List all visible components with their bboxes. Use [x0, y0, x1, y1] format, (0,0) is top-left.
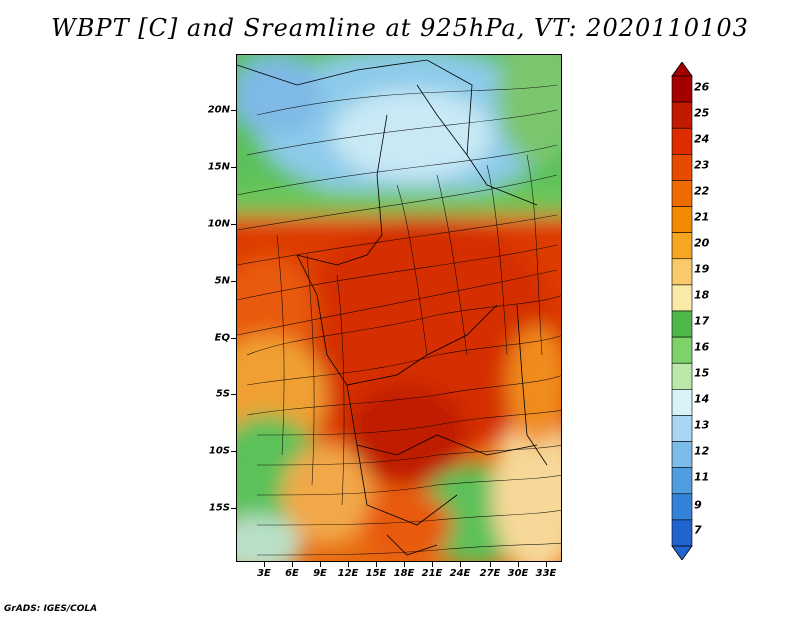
colorbar-swatch: [671, 467, 693, 495]
x-tick: [404, 562, 405, 567]
x-axis-label: 3E: [257, 568, 271, 579]
x-axis-label: 18E: [393, 568, 415, 579]
colorbar-label: 12: [694, 444, 710, 458]
x-tick: [518, 562, 519, 567]
y-tick: [231, 167, 236, 168]
colorbar-label: 23: [694, 158, 710, 172]
colorbar-swatch: [671, 75, 693, 103]
colorbar-label: 15: [694, 366, 710, 380]
colorbar-label: 20: [694, 236, 710, 250]
y-tick: [231, 394, 236, 395]
colorbar-label: 25: [694, 106, 710, 120]
x-tick: [348, 562, 349, 567]
y-axis-label: EQ: [214, 332, 230, 344]
y-tick: [231, 110, 236, 111]
colorbar-swatch: [671, 415, 693, 442]
colorbar-label: 17: [694, 314, 710, 328]
colorbar-label: 22: [694, 184, 710, 198]
y-axis-label: 10N: [207, 218, 230, 230]
colorbar-label: 21: [694, 210, 710, 224]
x-axis-label: 27E: [479, 568, 501, 579]
colorbar-label: 24: [694, 132, 710, 146]
y-axis-label: 5S: [215, 388, 230, 400]
colorbar-swatch: [671, 101, 693, 129]
colorbar-label: 13: [694, 418, 710, 432]
x-tick: [490, 562, 491, 567]
x-tick: [432, 562, 433, 567]
colorbar-label: 19: [694, 262, 710, 276]
colorbar-swatch: [671, 389, 693, 416]
map-title: WBPT [C] and Sreamline at 925hPa, VT: 20…: [51, 14, 749, 42]
colorbar-swatch: [671, 493, 693, 521]
y-tick: [231, 224, 236, 225]
grads-credit: GrADS: IGES/COLA: [4, 604, 98, 614]
colorbar-swatch: [671, 284, 693, 312]
colorbar-label: 18: [694, 288, 710, 302]
colorbar-swatch: [671, 519, 693, 547]
colorbar-swatch: [671, 180, 693, 207]
y-tick: [231, 281, 236, 282]
x-axis-label: 12E: [337, 568, 359, 579]
colorbar-swatch: [671, 127, 693, 155]
x-axis-label: 33E: [535, 568, 557, 579]
x-axis-label: 21E: [421, 568, 443, 579]
y-tick: [231, 508, 236, 509]
y-axis-label: 5N: [214, 275, 230, 287]
map-plot-area: [236, 54, 562, 562]
x-axis-label: 24E: [449, 568, 471, 579]
y-tick: [231, 451, 236, 452]
colorbar-swatch: [671, 336, 693, 364]
colorbar-label: 7: [694, 523, 702, 537]
y-axis-label: 15S: [208, 502, 230, 514]
colorbar-swatch: [671, 206, 693, 233]
colorbar-swatch: [671, 441, 693, 468]
x-axis-label: 6E: [285, 568, 299, 579]
colorbar-label: 16: [694, 340, 710, 354]
colorbar-label: 11: [694, 470, 710, 484]
y-axis-label: 20N: [207, 104, 230, 116]
x-tick: [320, 562, 321, 567]
colorbar-swatch: [671, 310, 693, 338]
colorbar-label: 9: [694, 498, 702, 512]
x-tick: [292, 562, 293, 567]
x-axis-label: 30E: [507, 568, 529, 579]
colorbar-swatch: [671, 232, 693, 260]
colorbar-label: 26: [694, 80, 710, 94]
colorbar-top-arrow: [671, 62, 693, 77]
colorbar-label: 14: [694, 392, 710, 406]
x-axis-label: 9E: [313, 568, 327, 579]
colorbar-swatch: [671, 362, 693, 390]
colorbar-bottom-arrow: [671, 545, 693, 560]
colorbar-swatch: [671, 258, 693, 286]
y-axis-label: 15N: [207, 161, 230, 173]
x-tick: [264, 562, 265, 567]
colorbar: [671, 62, 693, 560]
colorbar-swatch: [671, 154, 693, 181]
x-axis-label: 15E: [365, 568, 387, 579]
wbpt-field: [237, 55, 561, 561]
x-tick: [546, 562, 547, 567]
y-axis-label: 10S: [208, 445, 230, 457]
y-tick: [231, 338, 236, 339]
x-tick: [376, 562, 377, 567]
x-tick: [460, 562, 461, 567]
